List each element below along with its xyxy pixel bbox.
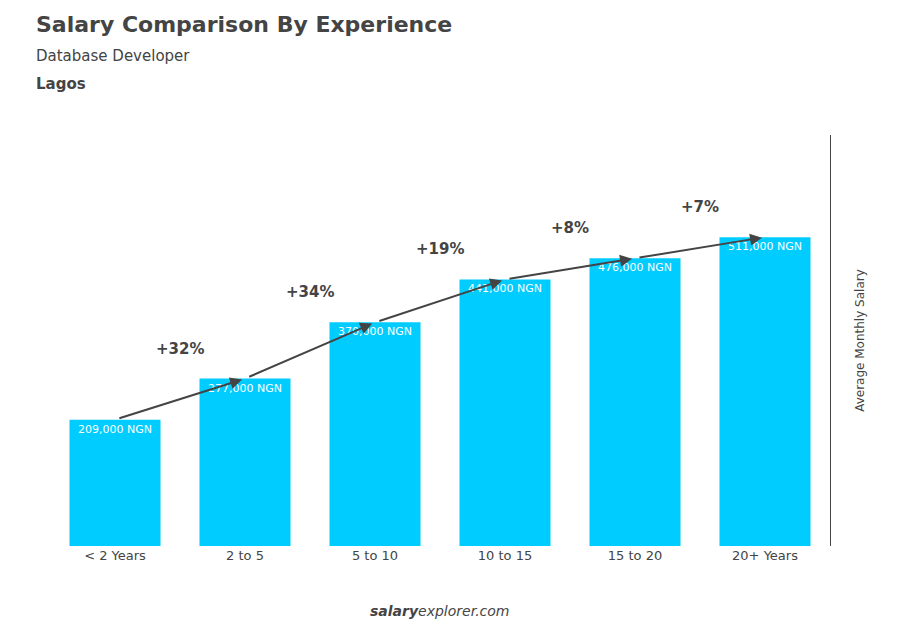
svg-text:+32%: +32% (156, 340, 204, 358)
svg-text:+8%: +8% (551, 219, 589, 237)
svg-text:370,000 NGN: 370,000 NGN (338, 325, 412, 338)
svg-text:20+ Years: 20+ Years (732, 548, 798, 563)
svg-text:441,000 NGN: 441,000 NGN (468, 282, 542, 295)
svg-text:277,000 NGN: 277,000 NGN (208, 382, 282, 395)
svg-text:209,000 NGN: 209,000 NGN (78, 423, 152, 436)
svg-text:15 to 20: 15 to 20 (608, 548, 662, 563)
svg-text:+34%: +34% (286, 283, 334, 301)
svg-text:5 to 10: 5 to 10 (352, 548, 398, 563)
svg-text:Average Monthly Salary: Average Monthly Salary (853, 269, 867, 412)
svg-text:+19%: +19% (416, 240, 464, 258)
svg-text:salaryexplorer.com: salaryexplorer.com (370, 603, 510, 619)
svg-text:Salary Comparison By Experienc: Salary Comparison By ExperienceDatabase … (36, 12, 452, 93)
svg-text:+7%: +7% (681, 198, 719, 216)
svg-text:< 2 Years: < 2 Years (84, 548, 146, 563)
svg-text:2 to 5: 2 to 5 (226, 548, 264, 563)
svg-text:10 to 15: 10 to 15 (478, 548, 532, 563)
svg-text:476,000 NGN: 476,000 NGN (598, 261, 672, 274)
svg-text:511,000 NGN: 511,000 NGN (728, 240, 802, 253)
